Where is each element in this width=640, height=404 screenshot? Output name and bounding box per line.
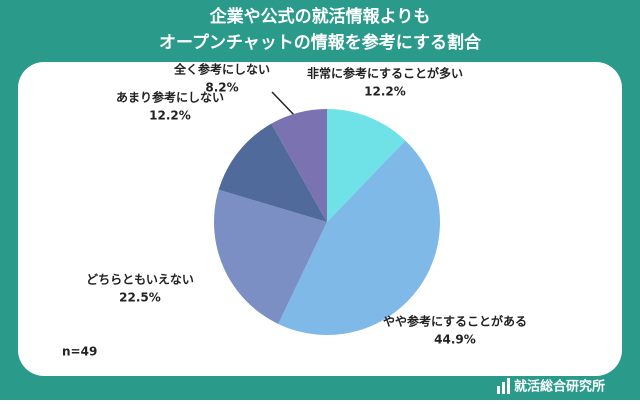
value-label: 44.9% bbox=[434, 333, 476, 347]
slice-label: 全く参考にしない bbox=[173, 62, 270, 77]
chart-title: 企業や公式の就活情報よりも bbox=[209, 6, 431, 27]
value-label: 22.5% bbox=[119, 291, 161, 305]
value-label: 12.2% bbox=[364, 85, 406, 99]
value-label: 12.2% bbox=[149, 109, 191, 123]
chart-title: オープンチャットの情報を参考にする割合 bbox=[159, 32, 482, 53]
slice-label: どちらともいえない bbox=[86, 273, 194, 287]
pie-slice bbox=[218, 123, 327, 222]
pie-slice bbox=[271, 109, 327, 222]
leader-line bbox=[271, 91, 297, 118]
slice-label: やや参考にすることがある bbox=[383, 314, 527, 329]
sample-size: n=49 bbox=[62, 345, 97, 359]
logo-icon bbox=[497, 378, 510, 394]
value-label: 8.2% bbox=[205, 81, 238, 95]
source-logo: 就活総合研究所 bbox=[514, 379, 605, 395]
slice-label: 非常に参考にすることが多い bbox=[307, 66, 463, 81]
pie-slice bbox=[214, 189, 327, 324]
pie-slice bbox=[278, 140, 440, 335]
slice-label: あまり参考にしない bbox=[116, 90, 224, 105]
pie-slice bbox=[327, 109, 406, 222]
